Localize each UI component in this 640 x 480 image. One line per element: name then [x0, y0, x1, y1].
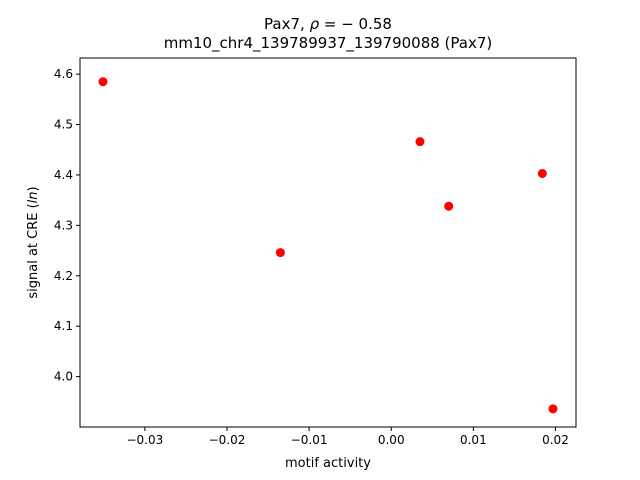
y-axis-label: signal at CRE (ln): [26, 186, 41, 298]
x-tick-label: −0.01: [291, 433, 328, 447]
data-point: [275, 248, 285, 258]
y-tick-label: 4.2: [54, 269, 73, 283]
y-axis-ticks: 4.0 4.1 4.2 4.3 4.4 4.5 4.6: [54, 67, 80, 384]
x-tick-label: −0.03: [126, 433, 163, 447]
data-point: [537, 168, 547, 178]
chart-title-prefix: Pax7,: [264, 15, 310, 33]
y-axis-label-suffix: ): [26, 186, 41, 191]
chart-title-rho: ρ: [310, 15, 320, 33]
data-point: [548, 404, 558, 414]
chart-title-rho-value: = − 0.58: [319, 15, 392, 33]
y-tick-label: 4.6: [54, 67, 73, 81]
y-tick-label: 4.1: [54, 319, 73, 333]
y-tick-label: 4.4: [54, 168, 73, 182]
x-axis-label: motif activity: [285, 456, 371, 471]
y-tick-label: 4.5: [54, 118, 73, 132]
y-tick-label: 4.0: [54, 370, 73, 384]
y-axis-label-prefix: signal at CRE (: [26, 203, 41, 298]
chart-subtitle: mm10_chr4_139789937_139790088 (Pax7): [164, 34, 493, 53]
x-tick-label: −0.02: [209, 433, 246, 447]
y-tick-label: 4.3: [54, 218, 73, 232]
data-point: [415, 137, 425, 147]
plot-area-frame: [79, 57, 577, 428]
y-axis-label-unit: ln: [26, 191, 41, 203]
x-tick-label: 0.01: [460, 433, 487, 447]
data-point: [98, 77, 108, 87]
data-points: [98, 77, 558, 414]
chart-title: Pax7, ρ = − 0.58: [264, 15, 392, 33]
x-tick-label: 0.02: [542, 433, 569, 447]
x-axis-ticks: −0.03 −0.02 −0.01 0.00 0.01 0.02: [126, 427, 569, 447]
data-point: [444, 201, 454, 211]
x-tick-label: 0.00: [378, 433, 405, 447]
